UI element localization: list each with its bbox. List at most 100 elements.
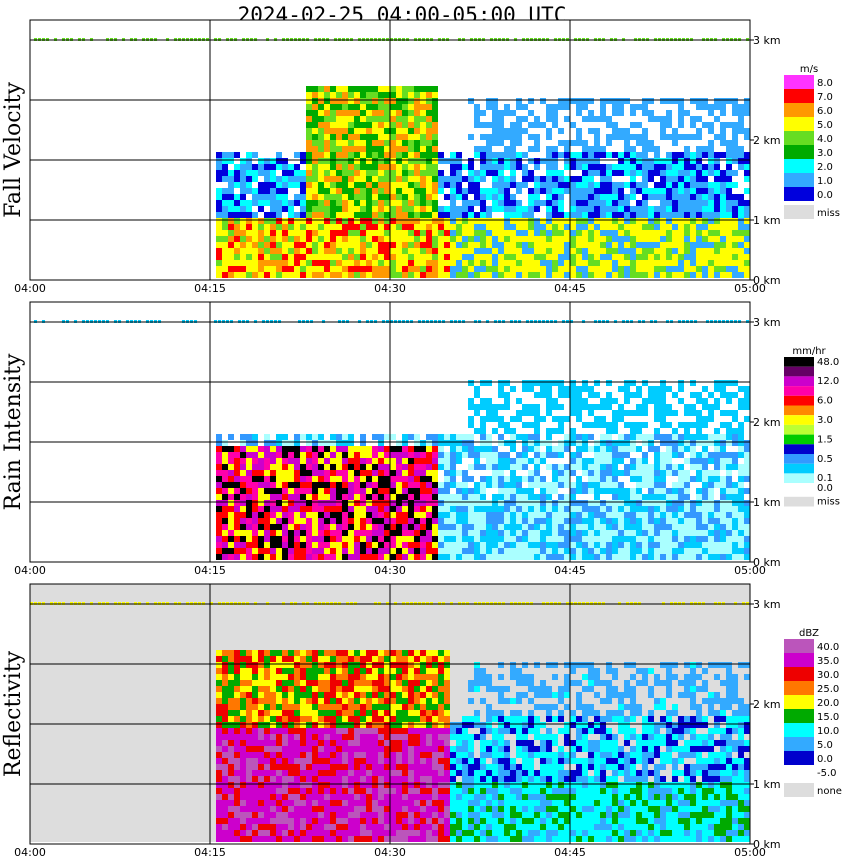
radar-cell — [348, 260, 354, 266]
radar-cell — [390, 488, 396, 494]
radar-cell — [402, 200, 408, 206]
radar-cell — [654, 518, 660, 524]
radar-cell — [216, 242, 222, 248]
radar-cell — [264, 590, 270, 596]
radar-cell — [360, 452, 366, 458]
radar-cell — [546, 452, 552, 458]
radar-cell — [336, 530, 342, 536]
radar-cell — [588, 170, 594, 176]
radar-cell — [372, 488, 378, 494]
radar-cell — [534, 176, 540, 182]
radar-cell — [528, 266, 534, 272]
radar-cell — [300, 218, 306, 224]
radar-cell — [594, 548, 600, 554]
radar-cell — [666, 266, 672, 272]
radar-cell — [300, 182, 306, 188]
radar-cell — [324, 242, 330, 248]
radar-cell — [300, 590, 306, 596]
radar-cell — [624, 512, 630, 518]
radar-cell — [690, 452, 696, 458]
radar-cell — [510, 416, 516, 422]
radar-cell — [432, 548, 438, 554]
radar-cell — [306, 86, 312, 92]
radar-cell — [306, 236, 312, 242]
radar-cell — [240, 236, 246, 242]
radar-cell — [480, 206, 486, 212]
radar-cell — [522, 542, 528, 548]
radar-cell — [528, 530, 534, 536]
radar-cell — [378, 452, 384, 458]
radar-cell — [360, 86, 366, 92]
radar-cell — [348, 122, 354, 128]
radar-cell — [564, 152, 570, 158]
radar-cell — [258, 518, 264, 524]
radar-cell — [336, 596, 342, 602]
radar-cell — [462, 584, 468, 590]
radar-cell — [576, 194, 582, 200]
radar-cell — [672, 194, 678, 200]
radar-cell — [534, 122, 540, 128]
radar-cell — [528, 230, 534, 236]
radar-cell — [558, 254, 564, 260]
radar-cell — [528, 212, 534, 218]
radar-cell — [264, 584, 270, 590]
radar-cell — [612, 254, 618, 260]
radar-cell — [312, 188, 318, 194]
legend-swatch — [784, 145, 814, 159]
radar-cell — [450, 506, 456, 512]
radar-cell — [276, 548, 282, 554]
radar-cell — [642, 110, 648, 116]
radar-cell — [264, 170, 270, 176]
radar-cell — [678, 224, 684, 230]
radar-cell — [234, 152, 240, 158]
radar-cell — [582, 218, 588, 224]
radar-cell — [504, 584, 510, 590]
radar-cell — [396, 110, 402, 116]
radar-cell — [492, 110, 498, 116]
radar-cell — [588, 224, 594, 230]
radar-cell — [450, 182, 456, 188]
radar-cell — [666, 254, 672, 260]
radar-cell — [426, 92, 432, 98]
radar-cell — [240, 230, 246, 236]
radar-cell — [492, 122, 498, 128]
radar-cell — [606, 524, 612, 530]
radar-cell — [486, 146, 492, 152]
radar-cell — [654, 146, 660, 152]
radar-cell — [450, 164, 456, 170]
radar-cell — [504, 104, 510, 110]
radar-cell — [492, 104, 498, 110]
radar-cell — [396, 554, 402, 560]
radar-cell — [516, 254, 522, 260]
radar-cell — [696, 206, 702, 212]
radar-cell — [312, 164, 318, 170]
radar-cell — [690, 410, 696, 416]
radar-cell — [450, 200, 456, 206]
radar-cell — [222, 590, 228, 596]
radar-cell — [708, 194, 714, 200]
radar-cell — [678, 176, 684, 182]
radar-cell — [702, 272, 708, 278]
radar-cell — [240, 596, 246, 602]
radar-cell — [696, 530, 702, 536]
radar-cell — [312, 212, 318, 218]
radar-cell — [564, 224, 570, 230]
radar-cell — [486, 134, 492, 140]
radar-cell — [312, 524, 318, 530]
radar-cell — [612, 398, 618, 404]
radar-cell — [96, 590, 102, 596]
radar-cell — [474, 452, 480, 458]
radar-cell — [396, 98, 402, 104]
radar-cell — [426, 458, 432, 464]
radar-cell — [702, 248, 708, 254]
radar-cell — [474, 218, 480, 224]
radar-cell — [360, 248, 366, 254]
radar-cell — [666, 122, 672, 128]
radar-cell — [294, 260, 300, 266]
radar-cell — [708, 488, 714, 494]
radar-cell — [408, 176, 414, 182]
radar-cell — [336, 458, 342, 464]
radar-cell — [678, 254, 684, 260]
radar-cell — [660, 422, 666, 428]
radar-cell — [396, 116, 402, 122]
